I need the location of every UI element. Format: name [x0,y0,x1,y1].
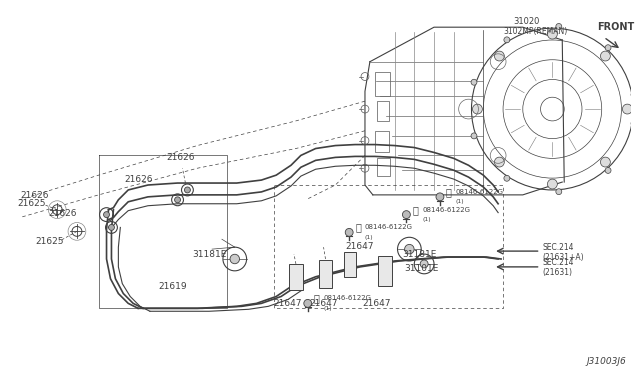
Text: (21631+A): (21631+A) [543,253,584,262]
Circle shape [556,189,562,195]
Circle shape [631,121,637,126]
Text: (21631): (21631) [543,268,573,277]
Circle shape [504,37,510,43]
Circle shape [404,244,414,254]
Text: Ⓑ: Ⓑ [446,187,452,197]
Bar [377,101,388,121]
Text: 08146-6122G: 08146-6122G [365,224,413,230]
Text: J31003J6: J31003J6 [587,356,627,366]
Bar [375,131,388,153]
Text: (1): (1) [456,199,465,204]
Circle shape [104,212,109,218]
Bar [289,264,303,289]
Circle shape [623,104,632,114]
Text: 3102MP(REMAN): 3102MP(REMAN) [503,27,567,36]
Circle shape [175,197,180,203]
Circle shape [436,193,444,201]
Text: 21647: 21647 [345,242,374,251]
Text: (1): (1) [422,217,431,222]
Circle shape [184,187,190,193]
Text: SEC.214: SEC.214 [543,259,574,267]
Text: Ⓑ: Ⓑ [314,294,319,304]
Circle shape [472,104,483,114]
Circle shape [304,299,312,307]
Text: 21619: 21619 [158,282,187,291]
Circle shape [471,133,477,139]
Text: 21626: 21626 [21,191,49,200]
Circle shape [547,179,557,189]
Text: 31181E: 31181E [403,250,437,259]
Circle shape [471,79,477,85]
Circle shape [420,260,428,268]
Text: Ⓑ: Ⓑ [355,222,361,232]
Text: 21625: 21625 [18,199,46,208]
Text: 21647: 21647 [362,299,391,308]
Text: 08146-6122G: 08146-6122G [456,189,504,195]
Circle shape [230,254,239,264]
Text: 21625: 21625 [35,237,63,246]
Circle shape [495,51,504,61]
Text: 21626: 21626 [124,175,153,184]
Circle shape [600,51,611,61]
Text: 31101E: 31101E [404,264,439,273]
Text: FRONT: FRONT [596,22,634,32]
Text: 08146-6122G: 08146-6122G [324,295,372,301]
Bar [319,260,332,288]
Circle shape [605,45,611,51]
Text: 21647: 21647 [309,299,338,308]
Bar [375,71,390,96]
Circle shape [547,29,557,39]
Text: (1): (1) [324,306,332,311]
Circle shape [631,92,637,97]
Text: SEC.214: SEC.214 [543,243,574,251]
Text: 31020: 31020 [513,17,540,26]
Text: 21626: 21626 [49,209,77,218]
Circle shape [495,157,504,167]
Circle shape [556,23,562,29]
Text: (1): (1) [365,235,374,240]
Circle shape [504,175,510,181]
Text: 08146-6122G: 08146-6122G [422,207,470,213]
Circle shape [345,228,353,236]
Text: Ⓑ: Ⓑ [412,205,418,215]
Bar [344,252,356,277]
Text: 21626: 21626 [166,153,195,162]
Bar [377,158,390,176]
Circle shape [605,167,611,173]
Bar [378,256,392,286]
Circle shape [403,211,410,219]
Text: 21647: 21647 [274,299,302,308]
Circle shape [600,157,611,167]
Circle shape [109,224,115,230]
Text: 31181E: 31181E [193,250,227,259]
